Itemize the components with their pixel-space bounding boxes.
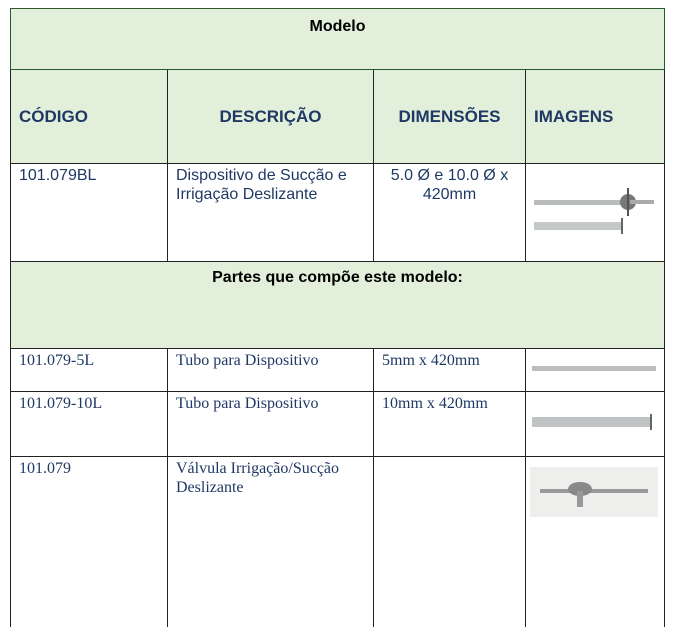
description-cell: Tubo para Dispositivo xyxy=(167,348,374,392)
valve-port xyxy=(577,491,583,507)
tube xyxy=(630,200,654,204)
section-title: Partes que compõe este modelo: xyxy=(10,261,665,349)
image-cell xyxy=(525,163,665,262)
dimensions-cell xyxy=(373,456,526,627)
tube xyxy=(534,222,622,230)
column-header: DESCRIÇÃO xyxy=(167,69,374,164)
column-header: DIMENSÕES xyxy=(373,69,526,164)
tube xyxy=(534,200,630,205)
table-title: Modelo xyxy=(10,8,665,70)
product-image xyxy=(532,365,656,371)
tube xyxy=(532,416,650,427)
product-image xyxy=(534,188,654,234)
code-cell: 101.079BL xyxy=(10,163,168,262)
valve-body xyxy=(540,489,648,493)
dimensions-cell: 5mm x 420mm xyxy=(373,348,526,392)
description-cell: Válvula Irrigação/Sucção Deslizante xyxy=(167,456,374,627)
valve xyxy=(568,482,592,496)
dimensions-cell: 5.0 Ø e 10.0 Ø x 420mm xyxy=(373,163,526,262)
description-cell: Tubo para Dispositivo xyxy=(167,391,374,457)
code-cell: 101.079-10L xyxy=(10,391,168,457)
product-table: Modelo CÓDIGO DESCRIÇÃO DIMENSÕES IMAGEN… xyxy=(10,8,665,627)
product-image xyxy=(532,413,652,430)
column-header: CÓDIGO xyxy=(10,69,168,164)
code-cell: 101.079-5L xyxy=(10,348,168,392)
dimensions-cell: 10mm x 420mm xyxy=(373,391,526,457)
product-image xyxy=(530,467,658,517)
description-cell: Dispositivo de Sucção e Irrigação Desliz… xyxy=(167,163,374,262)
image-cell xyxy=(525,348,665,392)
column-header: IMAGENS xyxy=(525,69,665,164)
tube xyxy=(532,365,656,371)
image-cell xyxy=(525,391,665,457)
code-cell: 101.079 xyxy=(10,456,168,627)
image-cell xyxy=(525,456,665,627)
